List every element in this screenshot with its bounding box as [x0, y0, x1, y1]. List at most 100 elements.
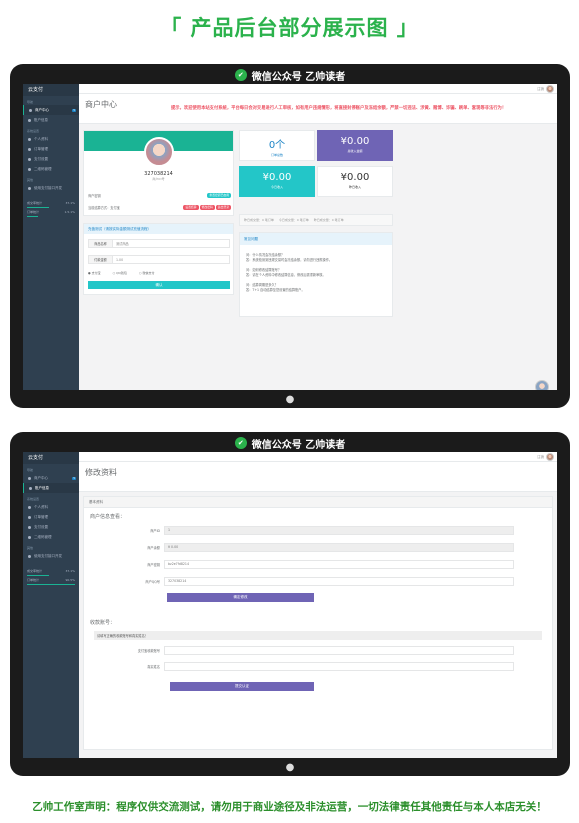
field-label: 商品名称	[89, 240, 113, 247]
sidebar-item-orders[interactable]: 订单管理	[23, 512, 79, 522]
pay-qq-radio[interactable]: ○ QQ钱包	[112, 271, 127, 275]
home-icon	[28, 476, 31, 480]
field-row: 商户QQ号 327038214	[114, 577, 514, 586]
form-heading: 基本资料	[84, 497, 552, 508]
avatar	[546, 85, 554, 93]
sidebar-logo[interactable]: 云支付	[23, 84, 79, 96]
sidebar-item-profile[interactable]: 个人资料	[23, 502, 79, 512]
sidebar-item-pay-settings[interactable]: 支付设置	[23, 154, 79, 164]
amount-field[interactable]: 付款金额 1.00	[88, 255, 230, 264]
settle-row: 当前结算方式：支付宝 设置结算 修改密码 退出登录	[88, 205, 231, 210]
user-menu[interactable]: 注销	[537, 85, 554, 93]
sidebar-item-label: 账户信息	[34, 117, 48, 122]
progress-value: 37.1%	[65, 201, 75, 205]
sidebar-item-qrcode[interactable]: 二维码管理	[23, 532, 79, 542]
page-heading: 修改资料	[85, 468, 117, 477]
stat-today-income: ¥0.00 今日收入	[239, 166, 315, 197]
pay-alipay-radio[interactable]: ● 支付宝	[88, 271, 101, 275]
key-row: 商户密钥 重置密钥已启用	[88, 193, 231, 198]
help-title: 常见问题	[240, 233, 392, 245]
sidebar-item-api[interactable]: 使用支付接口开发	[23, 183, 79, 193]
logout-link[interactable]: 注销	[537, 454, 544, 459]
reset-key-button[interactable]: 重置密钥已启用	[207, 193, 231, 198]
help-answer: 答：T+1 自动结算至您设置的结算账户。	[246, 287, 305, 292]
merchant-id-label: 商户ID号	[152, 177, 165, 181]
field-value[interactable]: 测试商品	[116, 242, 129, 246]
real-name-input[interactable]	[164, 662, 514, 671]
gear-icon	[28, 157, 31, 161]
gear-icon	[28, 515, 31, 519]
stat-value: ¥0.00	[340, 136, 370, 147]
user-icon	[29, 486, 32, 490]
pay-label: 支付宝	[91, 271, 101, 275]
sidebar-item-qrcode[interactable]: 二维码管理	[23, 164, 79, 174]
sidebar-item-account[interactable]: 账户信息	[23, 483, 79, 493]
screen-merchant-center: 云支付 导航 商户中心 5 账户信息 系统设置 个人资料 订单管理 支付设置 二维…	[23, 84, 557, 390]
page-heading: 商户中心	[85, 100, 117, 109]
device-header-label: 微信公众号 乙帅读者	[251, 439, 346, 451]
topbar: 注销	[79, 84, 557, 94]
confirm-button[interactable]: 确认	[88, 281, 230, 289]
sidebar-item-pay-settings[interactable]: 支付设置	[23, 522, 79, 532]
help-question: 问：如何修改结算账号？	[246, 268, 282, 272]
tab-volume-3[interactable]: 昨日成交量：0 笔订单	[313, 218, 344, 222]
settle-label: 当前结算方式：支付宝	[88, 206, 120, 210]
sidebar-item-merchant-center[interactable]: 商户中心 5	[23, 105, 79, 115]
progress-value: 1.5.1%	[64, 210, 75, 214]
help-answer: 答：系统检测到违规交易时会冻结余额，请勿进行违规操作。	[246, 257, 333, 262]
qq-input[interactable]: 327038214	[164, 577, 514, 586]
user-menu[interactable]: 注销	[537, 453, 554, 461]
gear-icon	[28, 147, 31, 151]
pay-wechat-radio[interactable]: ○ 微信支付	[138, 271, 155, 275]
pay-methods: ● 支付宝 ○ QQ钱包 ○ 微信支付	[88, 271, 230, 275]
page-header: 修改资料	[79, 462, 557, 492]
alipay-account-input[interactable]	[164, 646, 514, 655]
field-label: 商户余额	[147, 546, 160, 550]
tab-volume-1[interactable]: 昨日成交量：0 笔订单	[244, 218, 274, 222]
gear-icon	[28, 525, 31, 529]
progress-value: 37.1%	[65, 569, 75, 573]
stat-yesterday-income: ¥0.00 昨日收入	[317, 166, 393, 197]
field-value[interactable]: 1.00	[116, 257, 124, 262]
sidebar-section-other: 其他	[27, 546, 34, 550]
sidebar-item-profile[interactable]: 个人资料	[23, 134, 79, 144]
progress-bar	[27, 216, 39, 217]
sidebar-item-orders[interactable]: 订单管理	[23, 144, 79, 154]
tab-volume-2[interactable]: 今日成交量：0 笔订单	[278, 218, 309, 222]
progress-label: 订单统计	[27, 578, 40, 582]
logout-button[interactable]: 退出登录	[215, 205, 231, 210]
apple-icon: ●	[285, 762, 295, 773]
sidebar-item-label: 二维码管理	[34, 534, 52, 539]
progress-row: 成交率统计 37.1%	[23, 199, 79, 207]
change-password-button[interactable]: 修改密码	[199, 205, 215, 210]
sidebar-section-settings: 系统设置	[27, 497, 40, 501]
logout-link[interactable]: 注销	[537, 86, 544, 91]
pay-label: QQ钱包	[116, 271, 127, 275]
avatar	[535, 380, 549, 390]
device-header: ✔ 微信公众号 乙帅读者	[10, 435, 570, 451]
progress-row: 订单统计 1.5.1%	[23, 208, 79, 216]
progress-label: 成交率统计	[27, 201, 43, 205]
settle-button[interactable]: 设置结算	[183, 205, 199, 210]
submit-button[interactable]: 提交认证	[170, 682, 314, 691]
sidebar-item-account[interactable]: 账户信息	[23, 115, 79, 125]
field-row: 商户余额 ¥ 0.00	[114, 543, 514, 552]
volume-tabs: 昨日成交量：0 笔订单 今日成交量：0 笔订单 昨日成交量：0 笔订单	[239, 214, 393, 226]
merchant-key-input[interactable]: bz2e7fd8214	[164, 560, 514, 569]
sidebar-item-api[interactable]: 使用支付接口开发	[23, 551, 79, 561]
sidebar-item-merchant-center[interactable]: 商户中心 5	[23, 473, 79, 483]
balance-input: ¥ 0.00	[164, 543, 514, 552]
group-title: 收款账号：	[90, 620, 116, 626]
stat-label: 总收入金额	[347, 149, 363, 153]
page-header: 商户中心	[79, 94, 557, 124]
stat-value: ¥0.00	[262, 172, 292, 183]
progress-row: 成交率统计 37.1%	[23, 567, 79, 575]
sidebar-logo[interactable]: 云支付	[23, 452, 79, 464]
stat-label: 今日收入	[270, 185, 283, 189]
sidebar-item-label: 账户信息	[35, 485, 49, 490]
notice-banner: 提示，欢迎使用本站支付系统，平台每日会对交易进行人工审核，如有用户违规情形，将直…	[171, 106, 507, 111]
product-name-field[interactable]: 商品名称 测试商品	[88, 239, 230, 248]
sidebar-item-label: 订单管理	[34, 514, 48, 519]
save-button[interactable]: 确定修改	[167, 593, 314, 602]
stat-label: 昨日收入	[348, 185, 361, 189]
